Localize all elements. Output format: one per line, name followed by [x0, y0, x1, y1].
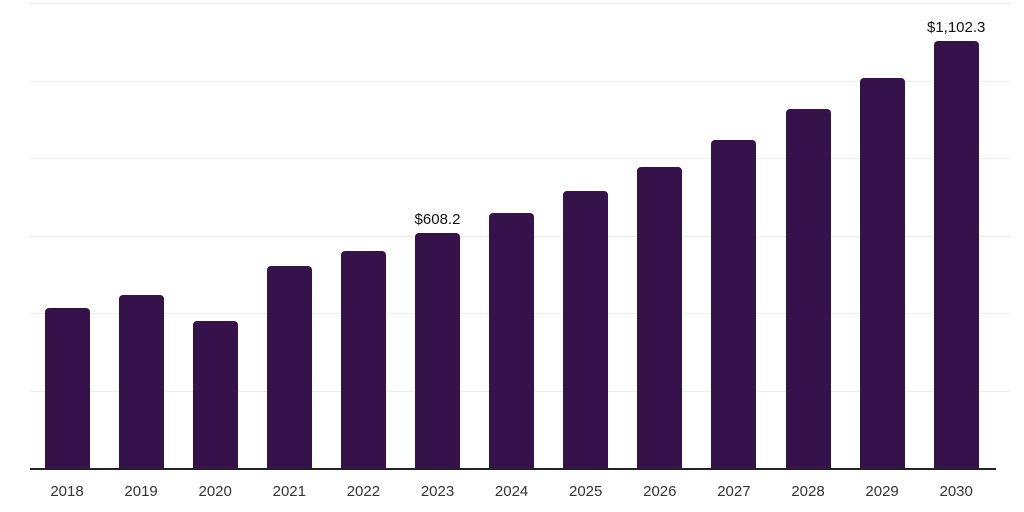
x-axis-tick-label-2025: 2025	[569, 483, 603, 500]
bar-2028	[785, 109, 831, 469]
x-axis-tick-label-2024: 2024	[494, 483, 529, 500]
bar-2025	[563, 191, 609, 469]
x-axis-tick-label-2026: 2026	[643, 483, 677, 500]
x-axis-tick-label-2019: 2019	[124, 483, 158, 500]
bar-2020	[192, 321, 238, 469]
bar-2018	[44, 307, 90, 469]
x-axis-tick-label-2018: 2018	[50, 483, 84, 500]
bar-value-label-2023: $608.2	[414, 210, 461, 228]
gridline-1200	[30, 3, 1010, 4]
x-axis-tick-label-2022: 2022	[346, 483, 381, 500]
bar-2030	[933, 40, 979, 469]
gridline-800	[30, 158, 1010, 160]
bar-2029	[859, 77, 905, 469]
bar-2023	[415, 232, 460, 469]
x-axis-line	[30, 468, 996, 470]
gridline-1000	[30, 80, 1010, 82]
bar-2024	[489, 212, 535, 469]
bar-2022	[340, 251, 386, 469]
bar-2021	[266, 266, 312, 469]
x-axis-tick-label-2030: 2030	[939, 483, 973, 500]
bar-2026	[637, 166, 683, 469]
x-axis-tick-label-2029: 2029	[865, 483, 899, 500]
bar-2019	[118, 294, 164, 469]
bar-2027	[711, 139, 757, 469]
bar-value-label-2030: $1,102.3	[926, 18, 986, 36]
x-axis-tick-label-2023: 2023	[420, 483, 455, 500]
x-axis-tick-label-2028: 2028	[791, 483, 825, 500]
x-axis-tick-label-2020: 2020	[198, 483, 232, 500]
x-axis-tick-label-2027: 2027	[717, 483, 751, 500]
x-axis-tick-label-2021: 2021	[272, 483, 306, 500]
